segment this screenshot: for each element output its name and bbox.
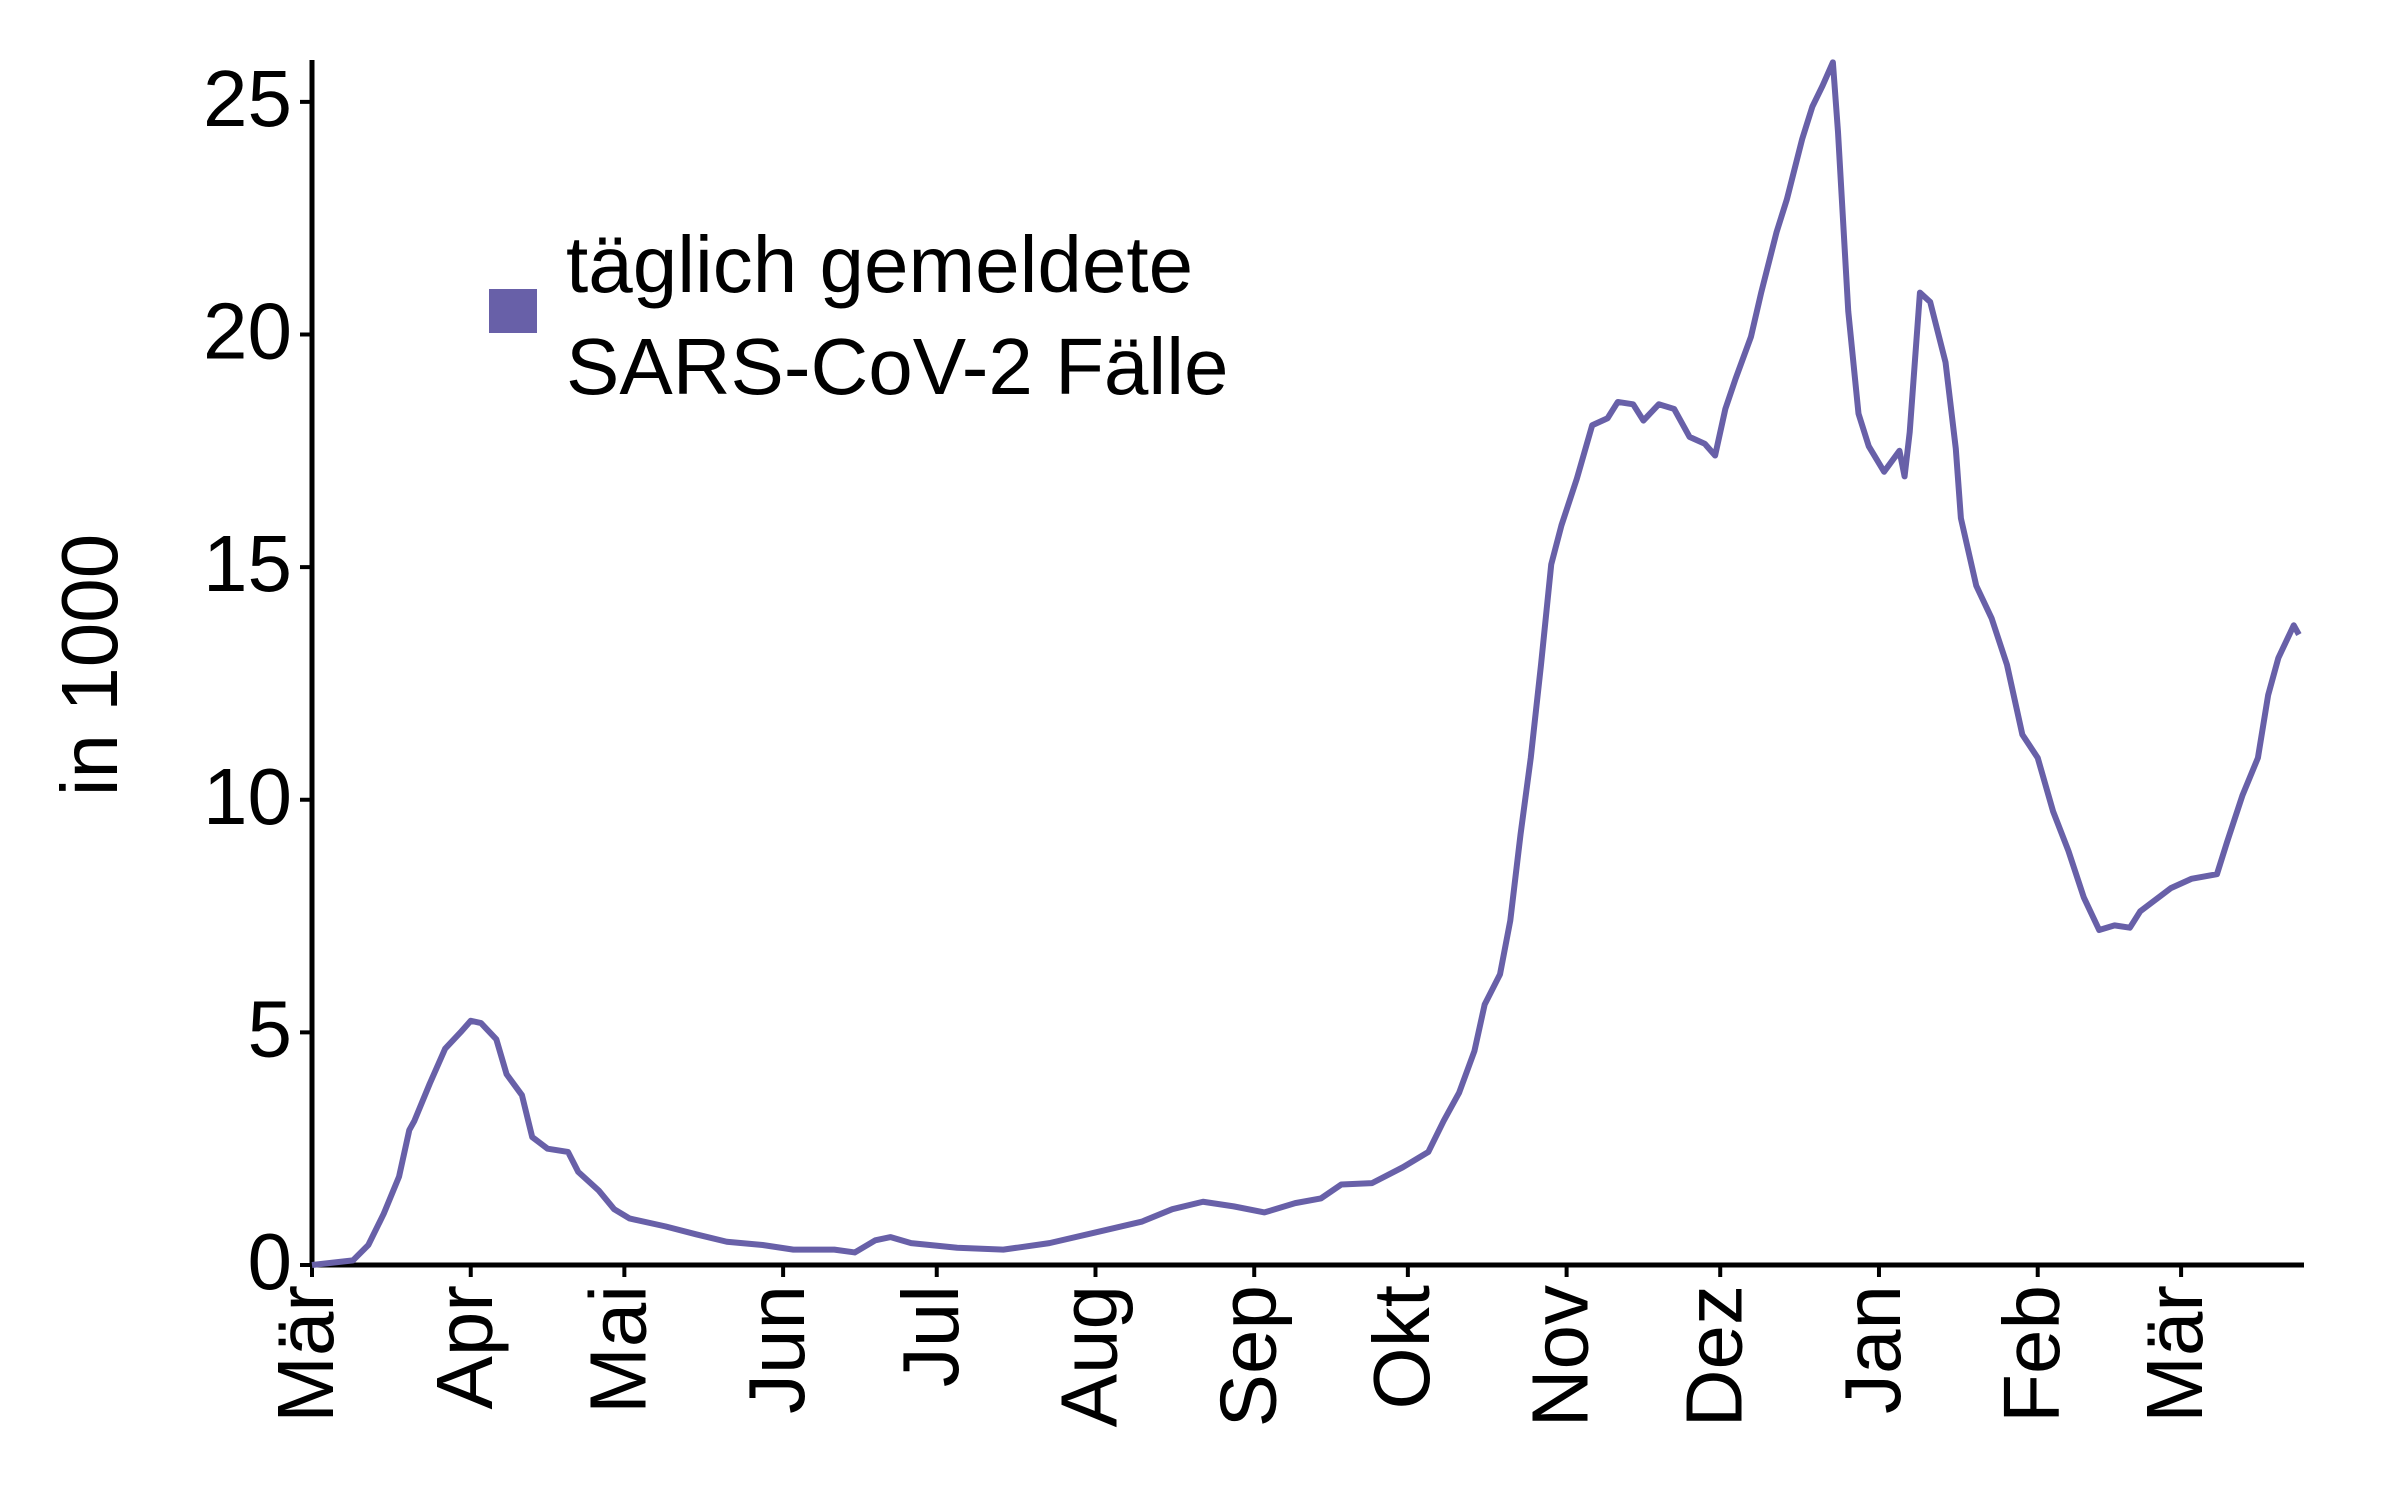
legend-label: täglich gemeldete SARS-CoV-2 Fälle	[566, 220, 1229, 411]
y-tick-label: 15	[203, 519, 292, 608]
x-tick-label: Apr	[420, 1285, 509, 1410]
y-tick-label: 5	[248, 984, 293, 1073]
x-tick-label: Nov	[1516, 1285, 1605, 1427]
x-tick-label: Dez	[1669, 1285, 1758, 1427]
x-tick-label: Jan	[1828, 1285, 1917, 1414]
x-tick-label: Sep	[1203, 1285, 1292, 1427]
x-tick-label: Aug	[1045, 1285, 1134, 1427]
x-tick-label: Jul	[886, 1285, 975, 1387]
y-tick-label: 25	[203, 54, 292, 143]
legend-swatch	[489, 289, 537, 333]
x-tick-label: Mai	[573, 1285, 662, 1414]
x-tick-label: Mär	[261, 1285, 350, 1423]
y-tick-label: 10	[203, 752, 292, 841]
data-line	[311, 59, 2302, 1268]
x-tick-label: Mär	[2130, 1285, 2219, 1423]
x-tick-label: Jun	[732, 1285, 821, 1414]
y-tick-label: 20	[203, 287, 292, 376]
y-axis-label: in 1000	[45, 534, 134, 796]
y-tick-label: 0	[248, 1217, 293, 1306]
x-tick-label: Feb	[1987, 1285, 2076, 1423]
x-tick-label: Okt	[1357, 1285, 1446, 1409]
